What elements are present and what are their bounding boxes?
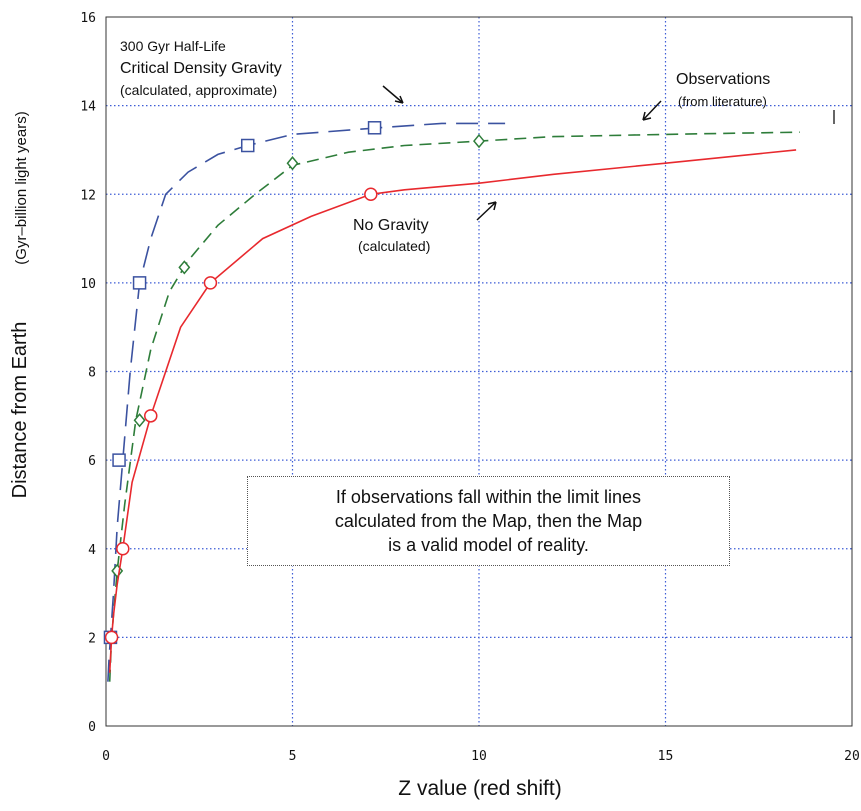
diamond-marker [473,133,485,149]
note-box: If observations fall within the limit li… [247,476,730,566]
note-line-2: calculated from the Map, then the Map [334,511,643,531]
no-gravity-arrow-icon [476,201,497,221]
y-tick-label: 14 [80,100,96,115]
gravity-arrow-icon [382,85,404,104]
square-marker [240,138,255,153]
y-tick-label: 2 [88,631,96,646]
gravity-label-line3: (calculated, approximate) [120,82,277,98]
observations-arrow-icon [642,100,662,121]
no-gravity-label-line1: No Gravity [353,217,429,234]
gravity-label-line2: Critical Density Gravity [120,60,282,77]
x-axis-label: Z value (red shift) [398,777,561,800]
diamond-marker [178,260,191,275]
diamond-marker [286,156,299,171]
note-line-3: is a valid model of reality. [388,535,589,555]
observations-label-line1: Observations [676,71,770,88]
y-tick-label: 0 [88,720,96,735]
circle-marker [364,187,378,201]
grid [106,17,852,726]
series-line-circle [108,149,797,673]
gravity-label-line1: 300 Gyr Half-Life [120,38,226,54]
square-marker [112,453,126,467]
y-tick-label: 8 [88,366,96,381]
square-marker [132,276,147,290]
y-tick-label: 12 [80,188,96,203]
y-tick-label: 16 [80,11,96,26]
y-tick-label: 10 [80,277,96,292]
circle-marker [144,409,158,423]
x-tick-label: 10 [471,749,487,764]
y-axis-units: (Gyr–billion light years) [13,111,30,264]
series-group [103,121,800,682]
circle-marker [104,630,119,645]
y-axis-label: Distance from Earth [9,322,31,499]
x-tick-label: 15 [658,749,674,764]
circle-marker [116,542,130,556]
plot-frame [105,16,853,727]
x-tick-label: 0 [102,749,110,764]
y-tick-labels: 0 2 4 6 8 10 12 14 16 [80,11,96,735]
circle-marker [203,276,218,290]
note-line-1: If observations fall within the limit li… [335,487,642,507]
x-tick-label: 5 [289,749,297,764]
y-tick-label: 4 [88,543,96,558]
series-line-square [107,122,506,682]
x-tick-label: 20 [844,749,860,764]
diamond-marker [133,413,146,428]
square-marker [367,121,382,135]
observations-label-line2: (from literature) [678,94,767,109]
no-gravity-label-line2: (calculated) [358,238,430,254]
y-tick-label: 6 [88,454,96,469]
x-tick-labels: 0 5 10 15 20 [102,749,860,764]
series-line-diamond [108,131,800,682]
